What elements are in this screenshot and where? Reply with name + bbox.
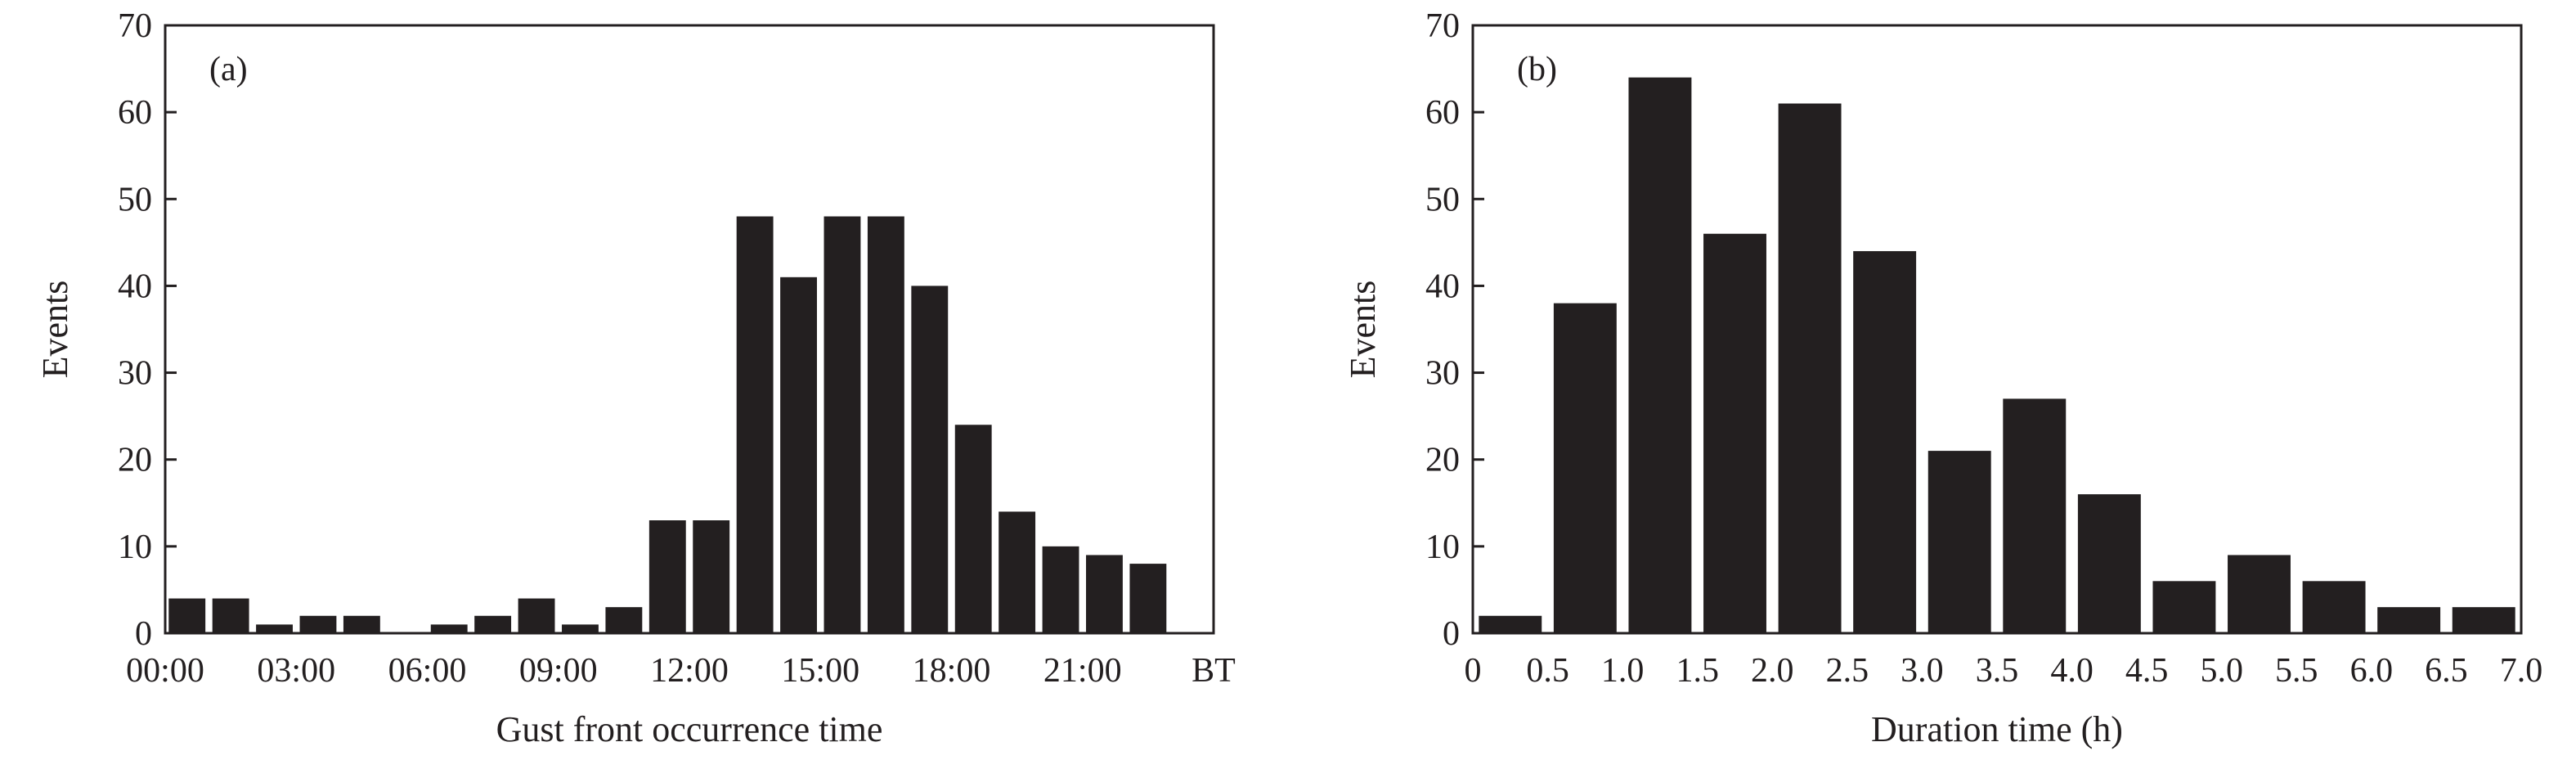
bar: [474, 615, 512, 633]
panel-label: (b): [1517, 51, 1557, 88]
bar: [1086, 555, 1123, 633]
y-tick-label: 60: [118, 94, 152, 132]
bar: [605, 607, 643, 633]
y-tick-label: 30: [118, 355, 152, 393]
bar: [1553, 303, 1617, 633]
x-tick-label: 21:00: [1043, 652, 1122, 690]
x-tick-label: 0.5: [1526, 652, 1569, 690]
bar: [780, 277, 817, 633]
bar: [562, 624, 599, 633]
bars: [1479, 77, 2515, 634]
x-axis-title: Gust front occurrence time: [496, 709, 883, 749]
x-tick-label: 5.5: [2275, 652, 2318, 690]
y-tick-label: 70: [118, 7, 152, 45]
panel-b: 0 10 20 30 40 50 60 70 0 0.5 1.0 1.5 2.0 2.5 3.0 3.5 4.0…: [1343, 7, 2542, 749]
plot-frame: [164, 24, 1215, 635]
x-tick-label: 00:00: [126, 652, 204, 690]
y-axis-title: Events: [1343, 281, 1383, 379]
y-tick-label: 30: [1425, 355, 1460, 393]
bar: [212, 598, 249, 633]
x-tick-label: 03:00: [257, 652, 335, 690]
bar: [1628, 77, 1692, 633]
bar: [867, 216, 904, 633]
y-tick-label: 50: [1425, 181, 1460, 218]
y-tick-label: 50: [118, 181, 152, 218]
y-tick-label: 10: [1425, 528, 1460, 566]
y-tick-label: 70: [1425, 7, 1460, 45]
bar: [2228, 555, 2291, 633]
bar: [824, 216, 861, 633]
plot-frame: [1471, 24, 2523, 635]
x-tick-label: 2.5: [1826, 652, 1869, 690]
x-axis-title: Duration time (h): [1871, 709, 2123, 749]
bar: [256, 624, 293, 633]
bar: [2003, 398, 2067, 633]
x-tick-label: 1.0: [1601, 652, 1645, 690]
bar: [1928, 451, 1991, 633]
bar: [1479, 615, 1542, 633]
x-tick-label: 1.5: [1676, 652, 1719, 690]
y-tick-label: 60: [1425, 94, 1460, 132]
bar: [2077, 494, 2141, 633]
bar: [999, 511, 1036, 633]
x-tick-label: 15:00: [781, 652, 859, 690]
bar: [693, 520, 730, 633]
bar: [430, 624, 468, 633]
y-tick-label: 0: [1443, 615, 1460, 653]
bars: [168, 216, 1167, 633]
panel-label: (a): [209, 51, 248, 88]
x-tick-label: 4.0: [2050, 652, 2094, 690]
bar: [1042, 546, 1079, 633]
bar: [954, 425, 992, 633]
bar: [168, 598, 206, 633]
bar: [911, 286, 949, 633]
y-tick-label: 0: [135, 615, 152, 653]
y-tick-label: 40: [118, 268, 152, 305]
x-tick-label: 2.0: [1751, 652, 1794, 690]
y-tick-label: 10: [118, 528, 152, 566]
y-axis-title: Events: [35, 281, 75, 379]
bar: [299, 615, 337, 633]
bar: [736, 216, 774, 633]
bar: [1129, 564, 1167, 633]
bar: [2152, 581, 2216, 633]
x-tick-label: 6.0: [2350, 652, 2394, 690]
bar: [518, 598, 555, 633]
panel-a: 0 10 20 30 40 50 60 70 00:00 03:00 06:00 09:00 12:00…: [35, 7, 1236, 749]
bar: [1853, 250, 1917, 633]
y-tick-label: 20: [1425, 442, 1460, 479]
bar: [1703, 233, 1766, 633]
x-tick-label: 5.0: [2200, 652, 2243, 690]
x-tick-label: 3.0: [1901, 652, 1944, 690]
bar: [1778, 103, 1842, 634]
x-tick-label: 6.5: [2425, 652, 2468, 690]
x-tick-label: 12:00: [650, 652, 729, 690]
x-tick-label: 4.5: [2125, 652, 2169, 690]
y-tick-label: 40: [1425, 268, 1460, 305]
bar: [2377, 607, 2441, 633]
x-tick-label: BT: [1192, 652, 1236, 690]
bar: [2452, 607, 2515, 633]
x-tick-label: 7.0: [2500, 652, 2543, 690]
bar: [648, 520, 686, 633]
bar: [2302, 581, 2366, 633]
x-tick-label: 18:00: [913, 652, 991, 690]
x-tick-label: 09:00: [519, 652, 598, 690]
y-tick-label: 20: [118, 442, 152, 479]
x-tick-label: 0: [1465, 652, 1482, 690]
x-tick-label: 3.5: [1976, 652, 2019, 690]
x-tick-label: 06:00: [388, 652, 467, 690]
bar: [343, 615, 380, 633]
